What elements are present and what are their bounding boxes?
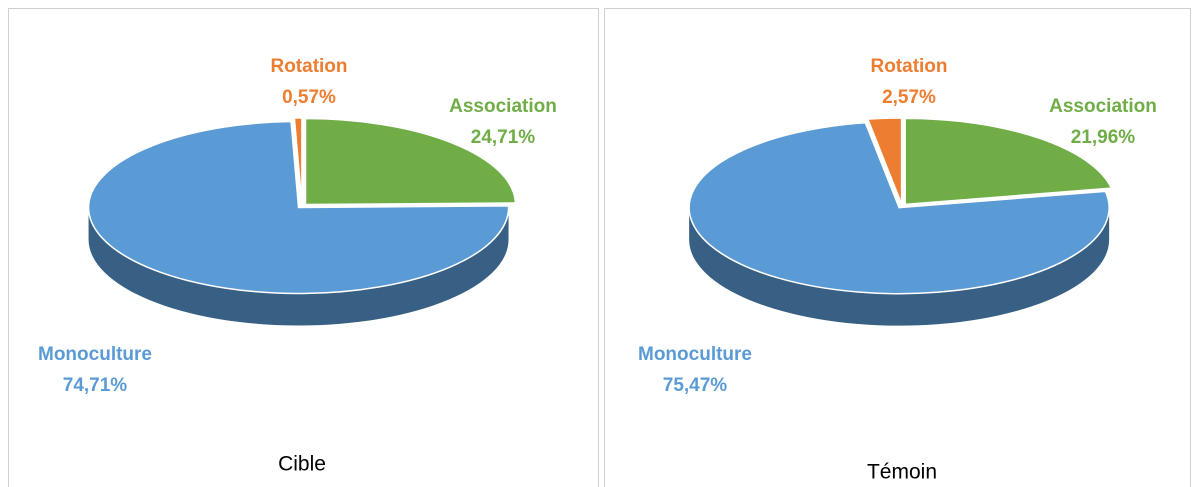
chart-title: Cible — [278, 453, 326, 476]
slice-label: Association — [449, 96, 557, 117]
slice — [304, 117, 517, 206]
slice-label: Rotation — [270, 56, 347, 77]
panel-border — [8, 8, 599, 487]
slice-value: 24,71% — [471, 127, 536, 148]
slice-side — [88, 207, 509, 326]
slice — [293, 117, 303, 205]
slice — [904, 117, 1113, 206]
slice-value: 2,57% — [882, 87, 936, 108]
slice-value: 75,47% — [663, 375, 728, 396]
chart-title: Témoin — [867, 461, 937, 484]
slice-value: 74,71% — [63, 375, 128, 396]
slice-label: Rotation — [870, 56, 947, 77]
panel-border — [604, 8, 1191, 487]
slice-label: Monoculture — [638, 344, 752, 365]
slice-label: Association — [1049, 96, 1157, 117]
slice-side — [689, 207, 1110, 326]
slice-value: 0,57% — [282, 87, 336, 108]
slice — [866, 117, 903, 205]
slice — [688, 122, 1110, 295]
slice-label: Monoculture — [38, 344, 152, 365]
slice — [87, 120, 510, 295]
slice-value: 21,96% — [1071, 127, 1136, 148]
